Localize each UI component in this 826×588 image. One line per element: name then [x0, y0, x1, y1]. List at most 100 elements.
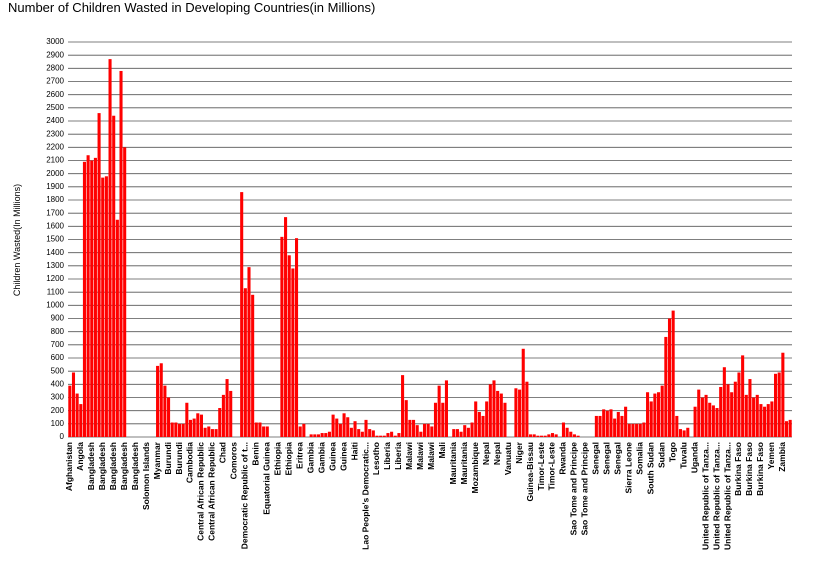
bar — [675, 415, 679, 437]
bar — [477, 411, 481, 437]
bar — [185, 402, 189, 437]
x-tick-label: Senegal — [591, 442, 601, 475]
y-tick-label: 1300 — [46, 261, 64, 270]
bar — [642, 422, 646, 437]
bar — [258, 422, 262, 437]
bar — [784, 421, 789, 437]
bar — [90, 160, 94, 437]
y-tick-label: 2300 — [46, 129, 64, 138]
bar — [539, 435, 544, 437]
x-tick-label: Guinea — [327, 442, 337, 471]
x-tick-label: Comoros — [229, 442, 239, 480]
bar — [422, 423, 427, 437]
bar — [529, 434, 533, 437]
x-tick-label: Mali — [437, 442, 447, 459]
bar — [357, 429, 361, 437]
x-tick-label: Malawi — [426, 442, 436, 470]
bar — [492, 380, 496, 437]
bar — [671, 310, 675, 437]
x-tick-label: Senegal — [613, 442, 623, 475]
bar — [708, 402, 712, 437]
bar — [726, 384, 730, 437]
bar — [730, 392, 734, 437]
x-tick-label: Guinea-Bissau — [525, 442, 535, 502]
bar — [177, 423, 182, 437]
bar — [419, 431, 423, 437]
bar — [79, 404, 83, 437]
y-tick-label: 2400 — [46, 116, 64, 125]
bar — [393, 435, 397, 437]
x-tick-label: Somalia — [635, 442, 645, 475]
bar — [364, 419, 368, 437]
bar — [532, 434, 536, 437]
bar — [613, 418, 617, 437]
bar — [620, 415, 624, 437]
bar — [514, 388, 518, 437]
bar — [788, 419, 792, 437]
bar — [474, 401, 478, 437]
bar — [188, 419, 193, 437]
bar — [561, 422, 566, 437]
bar — [770, 401, 774, 437]
bar — [781, 352, 785, 437]
x-tick-label: Uganda — [689, 442, 699, 473]
y-tick-label: 1100 — [47, 287, 65, 296]
bar — [715, 408, 719, 437]
bar — [346, 417, 350, 437]
bar — [635, 423, 639, 437]
x-tick-label: Burundi — [174, 442, 184, 475]
bar — [382, 435, 386, 437]
bar — [207, 426, 211, 437]
x-tick-label: Mozambique — [470, 442, 480, 494]
x-tick-label: Benin — [251, 442, 261, 466]
bar — [412, 419, 416, 437]
bar — [408, 419, 412, 437]
bar — [441, 402, 445, 437]
bar — [722, 367, 726, 437]
bar — [576, 435, 580, 437]
bar — [452, 429, 456, 437]
bar — [646, 392, 650, 437]
bar — [741, 355, 745, 437]
bar — [459, 431, 463, 437]
bar — [572, 434, 576, 437]
y-tick-label: 400 — [51, 379, 65, 388]
bar — [653, 393, 657, 437]
x-tick-label: Bangladesh — [108, 442, 118, 490]
x-tick-label: Democratic Republic of t... — [240, 442, 250, 549]
x-tick-label: Myanmar — [152, 441, 162, 479]
y-tick-label: 500 — [51, 366, 65, 375]
x-tick-label: Bangladesh — [86, 442, 96, 490]
bar — [338, 423, 342, 437]
x-tick-label: Haiti — [349, 442, 359, 460]
bar — [353, 421, 357, 437]
x-tick-label: Burkina Faso — [733, 442, 743, 496]
bar — [254, 422, 258, 437]
x-tick-label: Tuvalu — [678, 442, 688, 469]
bar — [368, 429, 372, 437]
bar — [481, 415, 485, 437]
bar — [225, 379, 229, 437]
x-tick-label: Angola — [75, 442, 85, 471]
y-tick-label: 2700 — [46, 77, 64, 86]
bar — [682, 430, 686, 437]
bar — [192, 418, 196, 437]
bar — [496, 390, 500, 437]
bar — [170, 422, 174, 437]
x-tick-label: Gambia — [305, 442, 315, 473]
x-tick-label: Nepal — [492, 442, 502, 465]
bar — [401, 375, 405, 437]
bar — [547, 434, 551, 437]
bar — [309, 434, 313, 437]
x-tick-label: Bangladesh — [119, 442, 129, 490]
y-tick-label: 800 — [51, 327, 65, 336]
x-tick-label: Timor-Leste — [547, 442, 557, 491]
bar — [75, 393, 79, 437]
x-tick-label: Burkina Faso — [755, 442, 765, 496]
bar — [379, 435, 383, 437]
bar — [664, 336, 668, 437]
x-tick-label: Ethiopia — [283, 442, 293, 476]
bar — [678, 429, 683, 437]
bar — [744, 394, 748, 437]
